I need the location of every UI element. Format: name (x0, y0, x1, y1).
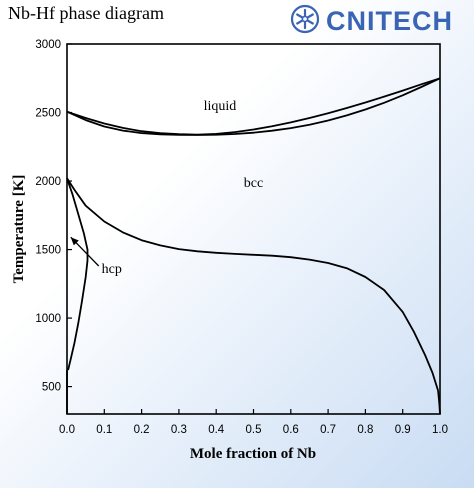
snowflake-logo-icon (290, 4, 320, 39)
x-tick-label: 0.2 (134, 424, 150, 436)
phase-label-liquid: liquid (204, 99, 237, 114)
solidus-line (66, 77, 441, 136)
logo: CNITECH (290, 4, 453, 39)
x-tick-label: 0.6 (283, 424, 299, 436)
x-tick-label: 0.4 (208, 424, 225, 436)
y-tick-label: 1500 (35, 245, 61, 257)
x-tick-label: 0.8 (357, 424, 373, 436)
x-tick-label: 0.0 (59, 424, 75, 436)
y-axis-title: Temperature [K] (11, 175, 27, 284)
axis-ticks: 0.0 0.1 0.2 0.3 0.4 0.5 0.6 0.7 0.8 0.9 1.0 500 1000… (35, 39, 448, 436)
x-tick-label: 0.3 (171, 424, 187, 436)
plot-area-frame (66, 43, 441, 415)
phase-label-bcc: bcc (244, 176, 263, 191)
x-tick-label: 0.5 (246, 424, 262, 436)
x-tick-label: 0.1 (96, 424, 112, 436)
phase-boundaries (66, 77, 441, 415)
nb-edge-line (437, 390, 441, 415)
x-tick-label: 1.0 (432, 424, 448, 436)
hcp-boundary-line (66, 178, 89, 371)
x-tick-label: 0.9 (395, 424, 411, 436)
y-tick-label: 2000 (35, 176, 61, 188)
y-tick-label: 1000 (35, 313, 61, 325)
x-tick-label: 0.7 (320, 424, 336, 436)
liquidus-line (66, 77, 441, 136)
page-title: Nb-Hf phase diagram (8, 3, 164, 23)
y-tick-label: 3000 (35, 39, 61, 51)
hcp-arrowhead (70, 237, 79, 246)
bcc-boundary-line (66, 177, 439, 391)
phase-labels: liquid bcc hcp (70, 99, 263, 277)
y-tick-label: 500 (42, 382, 61, 394)
logo-text: CNITECH (326, 6, 453, 36)
x-axis-title: Mole fraction of Nb (190, 446, 316, 462)
y-tick-label: 2500 (35, 108, 61, 120)
phase-label-hcp: hcp (102, 262, 122, 277)
